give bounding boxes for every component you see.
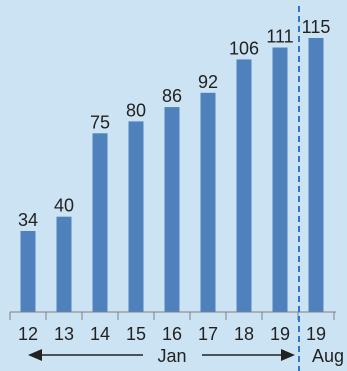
bar <box>128 121 144 313</box>
bar-value-label: 106 <box>229 38 259 58</box>
bar-value-label: 34 <box>18 210 38 230</box>
jan-arrow-left-head <box>28 349 42 361</box>
x-tick-label: 16 <box>162 324 182 344</box>
x-tick-label: 19 <box>270 324 290 344</box>
bar-value-label: 80 <box>126 100 146 120</box>
bar <box>236 59 252 312</box>
aug-group-label: Aug <box>312 346 344 366</box>
x-tick-label: 17 <box>198 324 218 344</box>
bar-value-label: 86 <box>162 86 182 106</box>
bar <box>92 133 108 312</box>
jan-group-label: Jan <box>157 346 186 366</box>
x-tick-label: 19 <box>306 324 326 344</box>
bar <box>200 92 216 312</box>
bars-layer <box>20 38 324 313</box>
bar-value-label: 40 <box>54 196 74 216</box>
x-tick-labels: 12 13 14 15 16 17 18 19 19 <box>18 324 326 344</box>
bar-value-label: 75 <box>90 112 110 132</box>
x-tick-label: 14 <box>90 324 110 344</box>
jan-arrow-right-head <box>281 349 295 361</box>
bar-value-label: 111 <box>266 27 293 47</box>
bar-value-label: 115 <box>302 17 331 37</box>
x-tick-marks <box>9 312 335 320</box>
bar <box>20 230 36 312</box>
x-tick-label: 13 <box>54 324 74 344</box>
bar-value-label: 92 <box>198 72 218 92</box>
bar <box>308 38 324 312</box>
bar <box>164 107 180 313</box>
bar <box>272 47 288 313</box>
x-tick-label: 12 <box>18 324 38 344</box>
x-tick-label: 18 <box>234 324 254 344</box>
jan-range-bracket: Jan <box>28 346 295 366</box>
x-tick-label: 15 <box>126 324 146 344</box>
value-labels-layer: 34 40 75 80 86 92 106 111 115 <box>18 17 330 230</box>
bar <box>56 216 72 312</box>
